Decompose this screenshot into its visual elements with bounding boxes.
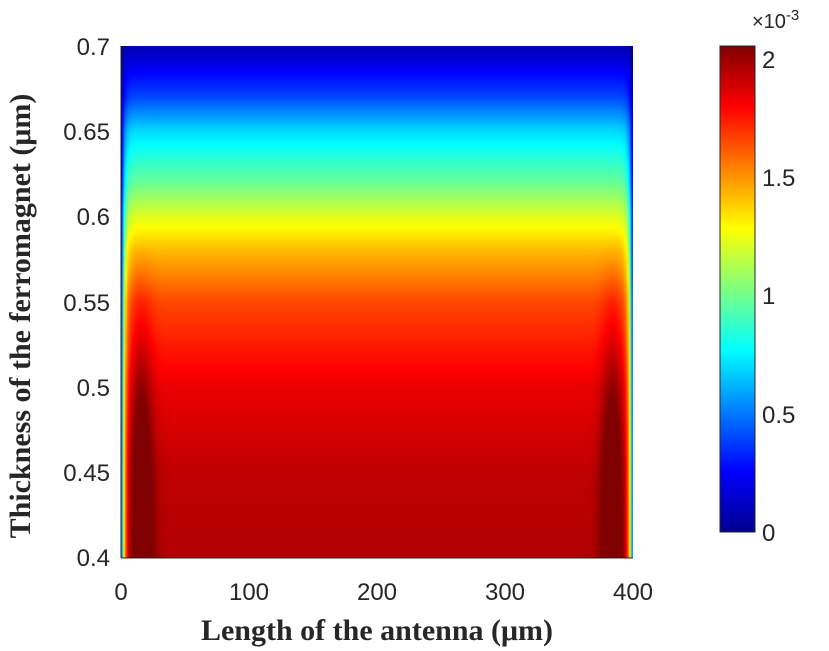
colorbar: 0 0.5 1 1.5 2 ×10-3 (719, 7, 799, 547)
colorbar-tick-1.5: 1.5 (762, 165, 795, 192)
y-tick-label-0.4: 0.4 (77, 545, 110, 572)
y-tick-label-0.6: 0.6 (77, 204, 110, 231)
x-tick-label-0: 0 (114, 579, 127, 606)
y-tick-label-0.45: 0.45 (63, 460, 110, 487)
colorbar-tick-0.5: 0.5 (762, 402, 795, 429)
colorbar-tick-2: 2 (762, 47, 775, 74)
x-tick-label-200: 200 (357, 579, 397, 606)
x-axis-label: Length of the antenna (μm) (201, 614, 553, 647)
y-tick-label-0.5: 0.5 (77, 375, 110, 402)
heatmap-plot-area (121, 46, 633, 558)
colorbar-gradient (719, 45, 756, 533)
y-tick-label-0.7: 0.7 (77, 34, 110, 61)
colorbar-tick-0: 0 (762, 520, 775, 547)
y-axis-label: Thickness of the ferromagnet (μm) (4, 94, 37, 539)
colorbar-tick-1: 1 (762, 283, 775, 310)
y-tick-label-0.55: 0.55 (63, 290, 110, 317)
colorbar-multiplier: ×10-3 (752, 7, 799, 33)
y-tick-labels: 0.4 0.45 0.5 0.55 0.6 0.65 0.7 (63, 34, 110, 572)
x-tick-labels: 0 100 200 300 400 (114, 579, 653, 606)
x-tick-label-300: 300 (485, 579, 525, 606)
heatmap-image (121, 46, 633, 558)
x-tick-label-100: 100 (229, 579, 269, 606)
x-tick-label-400: 400 (613, 579, 653, 606)
y-tick-label-0.65: 0.65 (63, 119, 110, 146)
